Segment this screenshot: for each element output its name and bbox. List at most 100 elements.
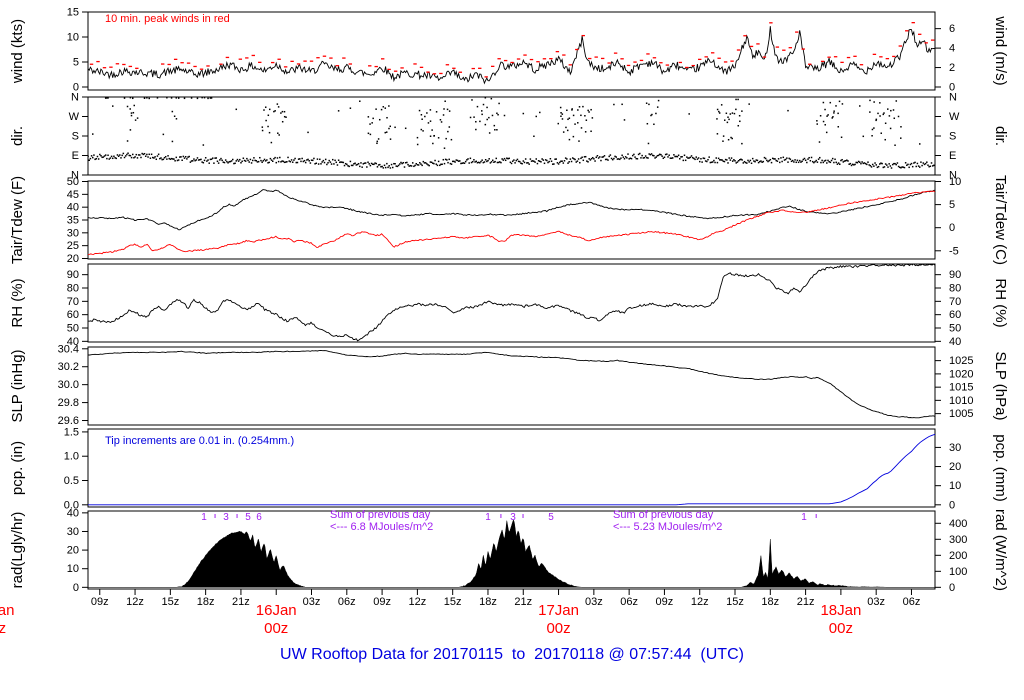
dir-dot [175,97,178,99]
dir-dot [711,161,714,163]
dir-dot [262,160,265,162]
dir-dot [645,102,648,104]
dir-dot [261,126,264,128]
dir-dot [887,166,889,168]
dir-dot [537,159,540,162]
dir-dot [559,106,562,109]
dir-dot [737,98,739,101]
dir-dot [668,154,670,156]
dir-dot [547,161,549,164]
dir-dot [170,97,173,99]
dir-dot [894,144,896,146]
dir-dot [666,153,668,155]
dir-dot [482,161,485,164]
dir-dot [236,158,239,161]
xtick-date-label-cut: 15Jan [0,602,14,619]
dir-dot [575,161,578,163]
dir-dot [864,162,867,165]
dir-dot [384,131,387,134]
xtick-hour-label: 12z [409,596,427,608]
dir-dot [621,103,623,106]
dir-dot [181,159,183,161]
dir-dot [240,162,242,164]
dir-dot [780,157,782,159]
xtick-date-sub-cut: 00z [0,620,6,637]
dir-dot [731,160,734,162]
dir-dot [511,160,514,162]
dir-dot [883,166,886,168]
dir-dot [176,159,179,162]
annotation-pcp-0: Tip increments are 0.01 in. (0.254mm.) [105,435,294,447]
dir-dot [263,158,266,161]
dir-dot [256,161,259,163]
dir-dot [295,161,298,164]
dir-dot [276,103,279,105]
dir-dot [113,155,115,158]
series-tdew [88,190,935,255]
dir-dot [884,138,886,141]
dir-dot [431,162,434,164]
dir-dot [647,142,650,145]
dir-dot [144,155,147,157]
dir-dot [821,159,823,162]
dir-dot [467,158,469,160]
dir-dot [686,156,688,158]
dir-dot [209,97,212,99]
dir-dot [139,154,141,156]
dir-dot [728,118,730,121]
dir-dot [429,161,432,163]
xtick-hour-label: 21z [232,596,250,608]
dir-dot [93,154,95,156]
dir-dot [595,156,597,159]
dir-dot [927,164,929,166]
dir-dot [341,161,343,163]
dir-dot [394,126,396,129]
dir-dot [180,156,182,158]
dir-dot [491,159,494,162]
dir-dot [877,165,880,168]
dir-dot [754,160,756,163]
dir-dot [571,157,574,159]
dir-dot [329,161,332,163]
dir-dot [503,157,506,160]
ytick-label-left-temp: 50 [67,176,79,188]
dir-dot [879,102,881,104]
dir-dot [404,127,407,130]
dir-dot [824,124,826,126]
dir-dot [557,163,560,165]
dir-dot [426,163,428,165]
dir-dot [739,159,741,161]
dir-dot [891,163,894,166]
dir-dot [624,156,627,158]
dir-dot [229,160,232,163]
dir-dot [851,163,854,166]
dir-dot [349,107,352,109]
ytick-label-right-slp: 1025 [949,355,973,367]
dir-dot [347,165,349,167]
dir-dot [879,163,881,165]
dir-dot [114,157,116,159]
dir-dot [560,160,562,162]
dir-dot [308,160,310,162]
dir-dot [550,160,553,162]
dir-dot [820,161,822,164]
dir-dot [92,133,94,135]
dir-dot [343,164,346,167]
dir-dot [559,161,561,164]
dir-dot [584,115,586,117]
dir-dot [611,158,614,161]
dir-dot [231,158,234,161]
dir-dot [484,158,487,161]
dir-dot [469,116,472,119]
panel-plot-wind [88,22,935,85]
dir-dot [481,110,483,112]
rad-hour-number: 3 [510,512,516,523]
dir-dot [166,158,168,160]
dir-dot [108,158,110,160]
dir-dot [213,162,215,164]
dir-dot [863,162,866,164]
dir-dot [899,166,901,169]
dir-dot [776,160,779,162]
